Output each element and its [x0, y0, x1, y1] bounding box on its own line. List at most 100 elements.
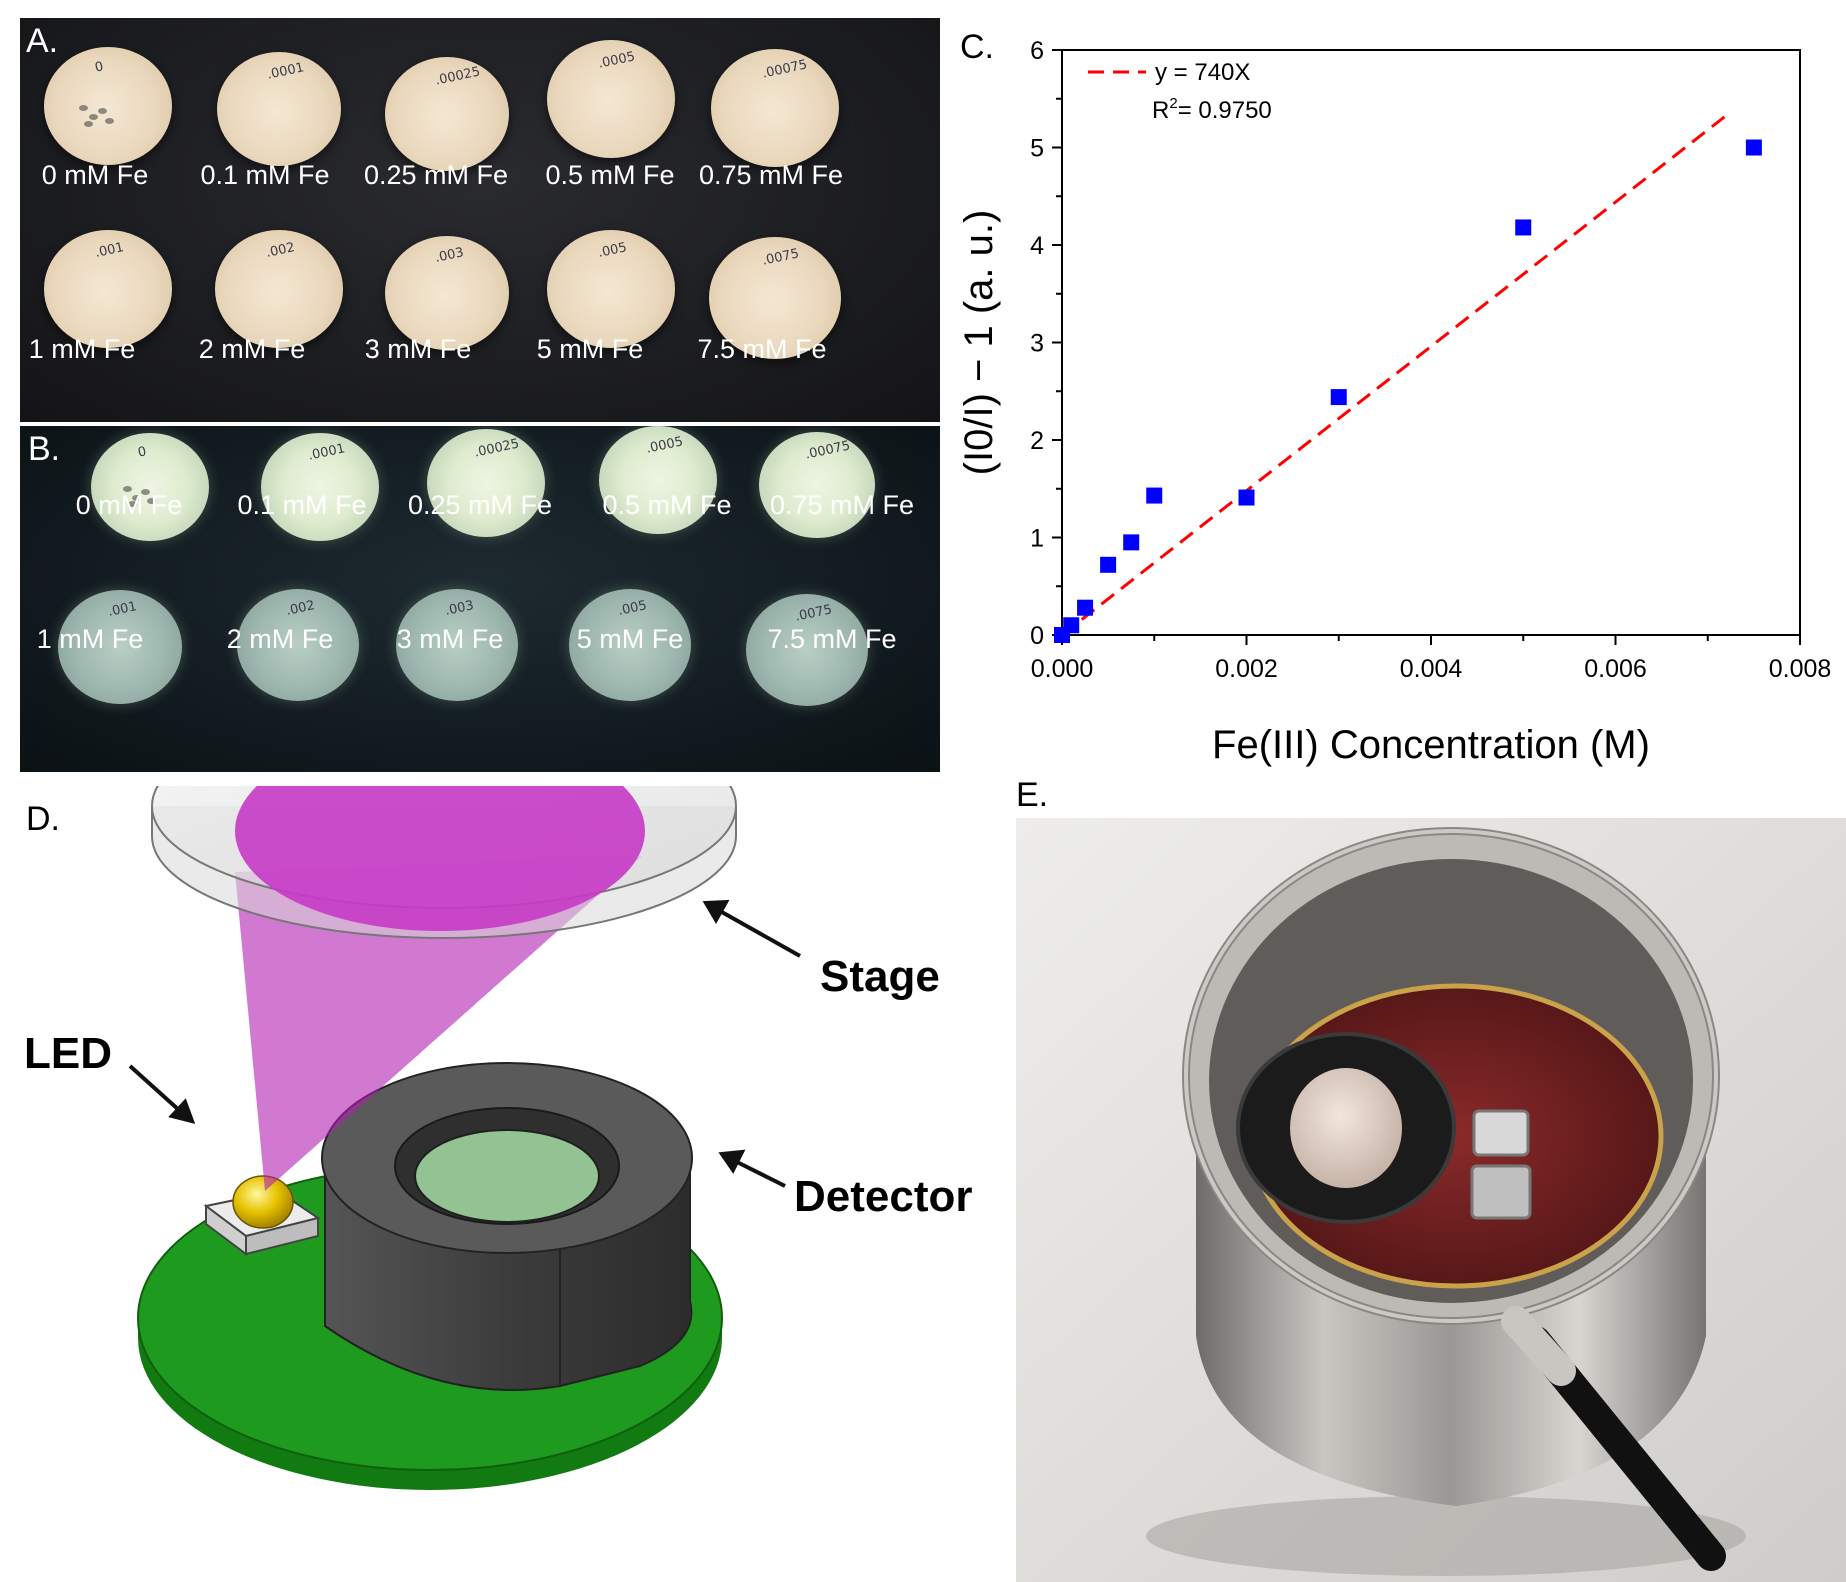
disc-handwritten-note: .001: [93, 240, 126, 261]
sample-label: 0.5 mM Fe: [602, 490, 732, 520]
data-point: [1063, 617, 1080, 634]
panel-a-letter: A.: [26, 22, 59, 60]
device-schematic: D.: [24, 786, 973, 1490]
r-squared-value: = 0.9750: [1178, 97, 1272, 124]
disc-handwritten-note: .00075: [804, 438, 852, 463]
sample-disc: .00075: [759, 431, 875, 539]
disc-speck: [83, 120, 93, 127]
calibration-chart: C. 0.000 0.002 0.004 0.006 0.008 0 1 2 3 4 5 6 Fe(II…: [960, 28, 1832, 767]
panel-e-device-photo: E.: [1016, 776, 1846, 1582]
sample-label: 0.1 mM Fe: [200, 160, 330, 190]
x-tick-label: 0.004: [1400, 655, 1463, 683]
y-tick-label: 5: [1030, 135, 1044, 163]
sample-disc: .00025: [385, 56, 509, 172]
sample-label: 0.5 mM Fe: [545, 160, 675, 190]
y-tick-label: 6: [1030, 37, 1044, 65]
sample-disc: .0005: [599, 426, 717, 535]
sample-label: 0 mM Fe: [41, 160, 149, 190]
r-superscript: 2: [1169, 95, 1177, 112]
disc-speck: [104, 117, 114, 124]
sample-label: 1 mM Fe: [28, 334, 136, 364]
disc-speck: [132, 494, 142, 501]
detector-window: [414, 1129, 600, 1223]
disc-handwritten-note: .00075: [761, 57, 809, 82]
sample-label: 0.75 mM Fe: [769, 490, 915, 520]
sample-label: 5 mM Fe: [536, 334, 644, 364]
x-axis-label: Fe(III) Concentration (M): [1212, 723, 1650, 767]
sample-label: 3 mM Fe: [396, 624, 504, 654]
panel-c-calibration-chart: C. 0.000 0.002 0.004 0.006 0.008 0 1 2 3 4 5 6 Fe(II…: [960, 18, 1846, 788]
legend-r-squared: R2= 0.9750: [1152, 95, 1272, 124]
stage-disc: [151, 786, 737, 939]
disc-handwritten-note: .002: [284, 598, 316, 619]
sample-disc: .001: [44, 230, 172, 348]
x-tick-label: 0.000: [1031, 655, 1094, 683]
sample-disc: .002: [215, 230, 343, 348]
sample-label: 7.5 mM Fe: [767, 624, 897, 654]
disc-handwritten-note: .0001: [307, 440, 347, 464]
sample-label: 0.25 mM Fe: [363, 160, 509, 190]
disc-handwritten-note: .003: [433, 245, 465, 267]
data-point: [1745, 139, 1762, 156]
disc-handwritten-note: 0: [136, 443, 148, 461]
sample-disc: 0: [91, 432, 209, 542]
sample-label: 3 mM Fe: [364, 334, 472, 364]
disc-handwritten-note: .00025: [433, 64, 482, 89]
sample-disc: .003: [385, 235, 509, 351]
data-point: [1100, 556, 1117, 573]
y-axis-label: (I0/I) − 1 (a. u.): [960, 210, 1001, 476]
panel-e-letter: E.: [1016, 776, 1048, 814]
sample-label: 1 mM Fe: [36, 624, 144, 654]
disc-speck: [123, 485, 133, 492]
panel-d-letter: D.: [26, 800, 60, 838]
disc-speck: [98, 107, 108, 114]
disc-handwritten-note: .003: [443, 598, 475, 619]
sample-label: 2 mM Fe: [198, 334, 306, 364]
sample-disc: .0005: [547, 40, 675, 158]
disc-speck: [147, 497, 157, 504]
sample-label: 0.25 mM Fe: [407, 490, 553, 520]
y-tick-label: 2: [1030, 427, 1044, 455]
sample-disc: .005: [569, 588, 691, 702]
sample-label: 5 mM Fe: [576, 624, 684, 654]
sample-disc: 0: [44, 47, 172, 165]
disc-handwritten-note: .0075: [793, 602, 834, 625]
disc-handwritten-note: .005: [596, 240, 629, 261]
disc-handwritten-note: .00025: [473, 435, 521, 461]
r-symbol: R: [1152, 97, 1169, 124]
y-tick-label: 0: [1030, 622, 1044, 650]
y-tick-label: 4: [1030, 232, 1044, 260]
panel-d-device-schematic: D.: [0, 786, 1010, 1582]
data-point: [1238, 489, 1255, 506]
disc-handwritten-note: .0005: [645, 433, 685, 457]
panel-b-letter: B.: [28, 430, 61, 468]
plot-frame: [1061, 49, 1801, 636]
sample-label: 7.5 mM Fe: [697, 334, 827, 364]
x-tick-label: 0.006: [1584, 655, 1647, 683]
led-component: [203, 1175, 321, 1256]
sample-disc: .0001: [261, 432, 379, 542]
disc-speck: [127, 500, 137, 507]
annotation-arrows: [128, 899, 801, 1188]
sample-disc: .003: [396, 588, 518, 702]
detector-body: [321, 1062, 693, 1391]
light-beam: [235, 856, 642, 1191]
led-label: LED: [24, 1029, 112, 1078]
data-point: [1515, 219, 1532, 236]
device-photo: E.: [1016, 776, 1846, 1582]
sample-label: 0.1 mM Fe: [237, 490, 367, 520]
disc-speck: [79, 104, 89, 111]
sample-disc: .005: [547, 230, 675, 348]
disc-speck: [88, 114, 98, 121]
x-tick-label: 0.008: [1769, 655, 1832, 683]
sample-disc: .00075: [711, 49, 839, 167]
sample-disc: .00025: [427, 428, 545, 538]
legend-equation: y = 740X: [1155, 59, 1250, 86]
fit-line: [1061, 114, 1728, 637]
panel-b-uv-photo: B. 0 0 mM Fe .0001 0.1 mM Fe .00025 0.25 mM F…: [20, 426, 940, 772]
sample-disc: .001: [58, 589, 182, 705]
disc-handwritten-note: .001: [106, 599, 138, 621]
sample-label: 0.75 mM Fe: [698, 160, 844, 190]
disc-handwritten-note: .005: [616, 598, 648, 619]
disc-handwritten-note: .002: [264, 240, 297, 261]
